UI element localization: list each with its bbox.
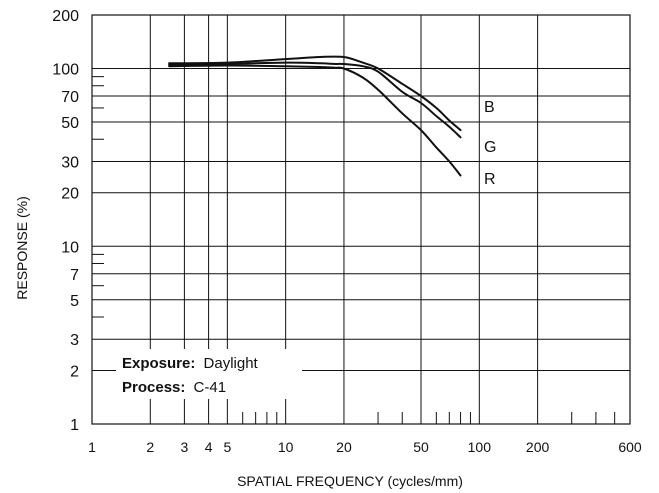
x-tick-label: 10 — [278, 439, 294, 455]
y-tick-label: 100 — [52, 62, 79, 79]
y-tick-label: 2 — [70, 363, 79, 380]
y-tick-label: 20 — [61, 186, 79, 203]
legend-process-value: C-41 — [194, 379, 227, 396]
y-tick-label: 1 — [70, 417, 79, 434]
curve-b — [168, 55, 462, 132]
y-axis-title: RESPONSE (%) — [14, 196, 30, 299]
y-tick-labels: 1 2 3 5 7 10 20 30 50 70 100 200 — [52, 8, 79, 434]
x-tick-label: 5 — [223, 439, 231, 455]
curve-r — [168, 64, 462, 177]
x-tick-label: 4 — [205, 439, 213, 455]
legend-process-label: Process: — [122, 379, 185, 396]
series-label-r: R — [484, 171, 496, 188]
x-tick-label: 1 — [88, 439, 96, 455]
legend-process: Process: C-41 — [122, 379, 226, 396]
x-tick-label: 2 — [146, 439, 154, 455]
y-tick-label: 30 — [61, 154, 79, 171]
curves — [168, 55, 462, 177]
y-tick-label: 10 — [61, 239, 79, 256]
y-tick-label: 70 — [61, 89, 79, 106]
legend-box: Exposure: Daylight Process: C-41 — [116, 349, 302, 399]
x-tick-label: 200 — [526, 439, 550, 455]
series-label-g: G — [484, 139, 496, 156]
x-tick-label: 100 — [468, 439, 492, 455]
plot-frame — [91, 14, 631, 425]
grid-lines — [92, 15, 630, 424]
x-tick-labels: 1 2 3 4 5 10 20 50 100 200 600 — [88, 439, 642, 455]
x-axis-title: SPATIAL FREQUENCY (cycles/mm) — [237, 473, 463, 489]
x-tick-label: 50 — [413, 439, 429, 455]
y-tick-label: 3 — [70, 332, 79, 349]
y-tick-label: 50 — [61, 115, 79, 132]
x-tick-label: 600 — [618, 439, 642, 455]
x-tick-label: 20 — [336, 439, 352, 455]
legend-exposure-label: Exposure: — [122, 355, 195, 372]
series-label-b: B — [484, 99, 495, 116]
y-tick-label: 200 — [52, 8, 79, 25]
y-tick-label: 7 — [70, 267, 79, 284]
y-tick-label: 5 — [70, 293, 79, 310]
legend-exposure: Exposure: Daylight — [122, 355, 259, 372]
legend-exposure-value: Daylight — [204, 355, 259, 372]
x-tick-label: 3 — [180, 439, 188, 455]
curve-g — [168, 61, 462, 139]
